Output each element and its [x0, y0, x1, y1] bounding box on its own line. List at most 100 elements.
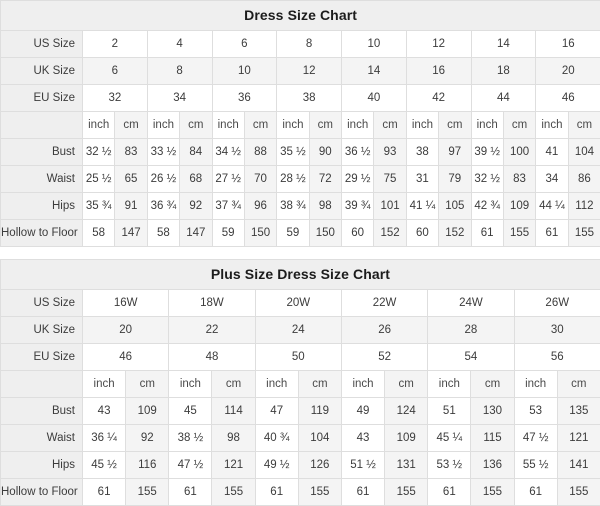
unit-header-inch: inch — [342, 112, 374, 139]
unit-header-cm: cm — [298, 371, 341, 398]
measure-cell-cm: 150 — [309, 220, 341, 247]
size-cell: 16W — [83, 290, 169, 317]
row-label-hollow-to-floor: Hollow to Floor — [1, 220, 83, 247]
measure-cell-cm: 115 — [471, 425, 514, 452]
size-cell: 24 — [255, 317, 341, 344]
measure-cell-inch: 29 ½ — [342, 166, 374, 193]
measure-cell-inch: 43 — [341, 425, 384, 452]
unit-header-inch: inch — [277, 112, 309, 139]
size-cell: 22 — [169, 317, 255, 344]
measure-cell-inch: 47 ½ — [514, 425, 557, 452]
unit-header-cm: cm — [126, 371, 169, 398]
size-cell: 26 — [341, 317, 427, 344]
measure-cell-cm: 112 — [568, 193, 600, 220]
measure-cell-inch: 37 ¾ — [212, 193, 244, 220]
measure-cell-inch: 32 ½ — [83, 139, 115, 166]
measure-cell-cm: 126 — [298, 452, 341, 479]
measure-cell-inch: 45 ¼ — [428, 425, 471, 452]
measure-cell-inch: 39 ½ — [471, 139, 503, 166]
measure-cell-inch: 36 ½ — [342, 139, 374, 166]
measure-cell-inch: 35 ½ — [277, 139, 309, 166]
measure-cell-cm: 86 — [568, 166, 600, 193]
measure-cell-inch: 36 ¾ — [147, 193, 179, 220]
unit-header-inch: inch — [212, 112, 244, 139]
measure-cell-cm: 72 — [309, 166, 341, 193]
size-cell: 24W — [428, 290, 514, 317]
measure-cell-cm: 155 — [503, 220, 535, 247]
measure-cell-inch: 60 — [342, 220, 374, 247]
measure-cell-inch: 61 — [169, 479, 212, 506]
size-cell: 8 — [277, 31, 342, 58]
measure-cell-inch: 61 — [255, 479, 298, 506]
size-cell: 38 — [277, 85, 342, 112]
size-cell: 56 — [514, 344, 600, 371]
measure-cell-inch: 34 ½ — [212, 139, 244, 166]
unit-header-inch: inch — [514, 371, 557, 398]
measure-cell-cm: 152 — [374, 220, 406, 247]
measure-cell-cm: 130 — [471, 398, 514, 425]
size-cell: 10 — [342, 31, 407, 58]
measure-cell-cm: 116 — [126, 452, 169, 479]
size-cell: 22W — [341, 290, 427, 317]
measure-cell-cm: 109 — [503, 193, 535, 220]
measure-cell-cm: 79 — [439, 166, 471, 193]
size-cell: 8 — [147, 58, 212, 85]
size-cell: 10 — [212, 58, 277, 85]
measure-cell-cm: 121 — [212, 452, 255, 479]
measure-cell-cm: 105 — [439, 193, 471, 220]
row-label-waist: Waist — [1, 425, 83, 452]
measure-cell-cm: 92 — [126, 425, 169, 452]
size-cell: 20 — [83, 317, 169, 344]
size-cell: 34 — [147, 85, 212, 112]
chart-title: Plus Size Dress Size Chart — [1, 260, 600, 290]
unit-header-inch: inch — [255, 371, 298, 398]
measure-cell-inch: 45 — [169, 398, 212, 425]
measure-cell-cm: 155 — [126, 479, 169, 506]
row-label-waist: Waist — [1, 166, 83, 193]
row-label-us-size: US Size — [1, 290, 83, 317]
size-cell: 30 — [514, 317, 600, 344]
measure-cell-inch: 49 ½ — [255, 452, 298, 479]
row-label-hips: Hips — [1, 193, 83, 220]
measure-cell-inch: 36 ¼ — [83, 425, 126, 452]
measure-cell-cm: 131 — [385, 452, 428, 479]
measure-cell-cm: 155 — [385, 479, 428, 506]
size-cell: 50 — [255, 344, 341, 371]
measure-cell-inch: 27 ½ — [212, 166, 244, 193]
measure-cell-inch: 55 ½ — [514, 452, 557, 479]
measure-cell-inch: 61 — [471, 220, 503, 247]
measure-cell-inch: 49 — [341, 398, 384, 425]
unit-header-inch: inch — [341, 371, 384, 398]
size-cell: 4 — [147, 31, 212, 58]
measure-cell-inch: 47 ½ — [169, 452, 212, 479]
measure-cell-cm: 147 — [115, 220, 147, 247]
size-cell: 46 — [536, 85, 600, 112]
row-label-eu-size: EU Size — [1, 344, 83, 371]
measure-cell-cm: 109 — [385, 425, 428, 452]
measure-cell-inch: 61 — [536, 220, 568, 247]
measure-cell-inch: 60 — [406, 220, 438, 247]
measure-cell-cm: 136 — [471, 452, 514, 479]
measure-cell-cm: 101 — [374, 193, 406, 220]
measure-cell-cm: 90 — [309, 139, 341, 166]
row-label-hollow-to-floor: Hollow to Floor — [1, 479, 83, 506]
measure-cell-cm: 141 — [557, 452, 600, 479]
size-cell: 48 — [169, 344, 255, 371]
size-cell: 6 — [83, 58, 148, 85]
measure-cell-inch: 26 ½ — [147, 166, 179, 193]
measure-cell-inch: 61 — [83, 479, 126, 506]
size-cell: 42 — [406, 85, 471, 112]
measure-cell-inch: 53 — [514, 398, 557, 425]
measure-cell-inch: 44 ¼ — [536, 193, 568, 220]
size-cell: 44 — [471, 85, 536, 112]
measure-cell-inch: 59 — [277, 220, 309, 247]
measure-cell-cm: 88 — [244, 139, 276, 166]
